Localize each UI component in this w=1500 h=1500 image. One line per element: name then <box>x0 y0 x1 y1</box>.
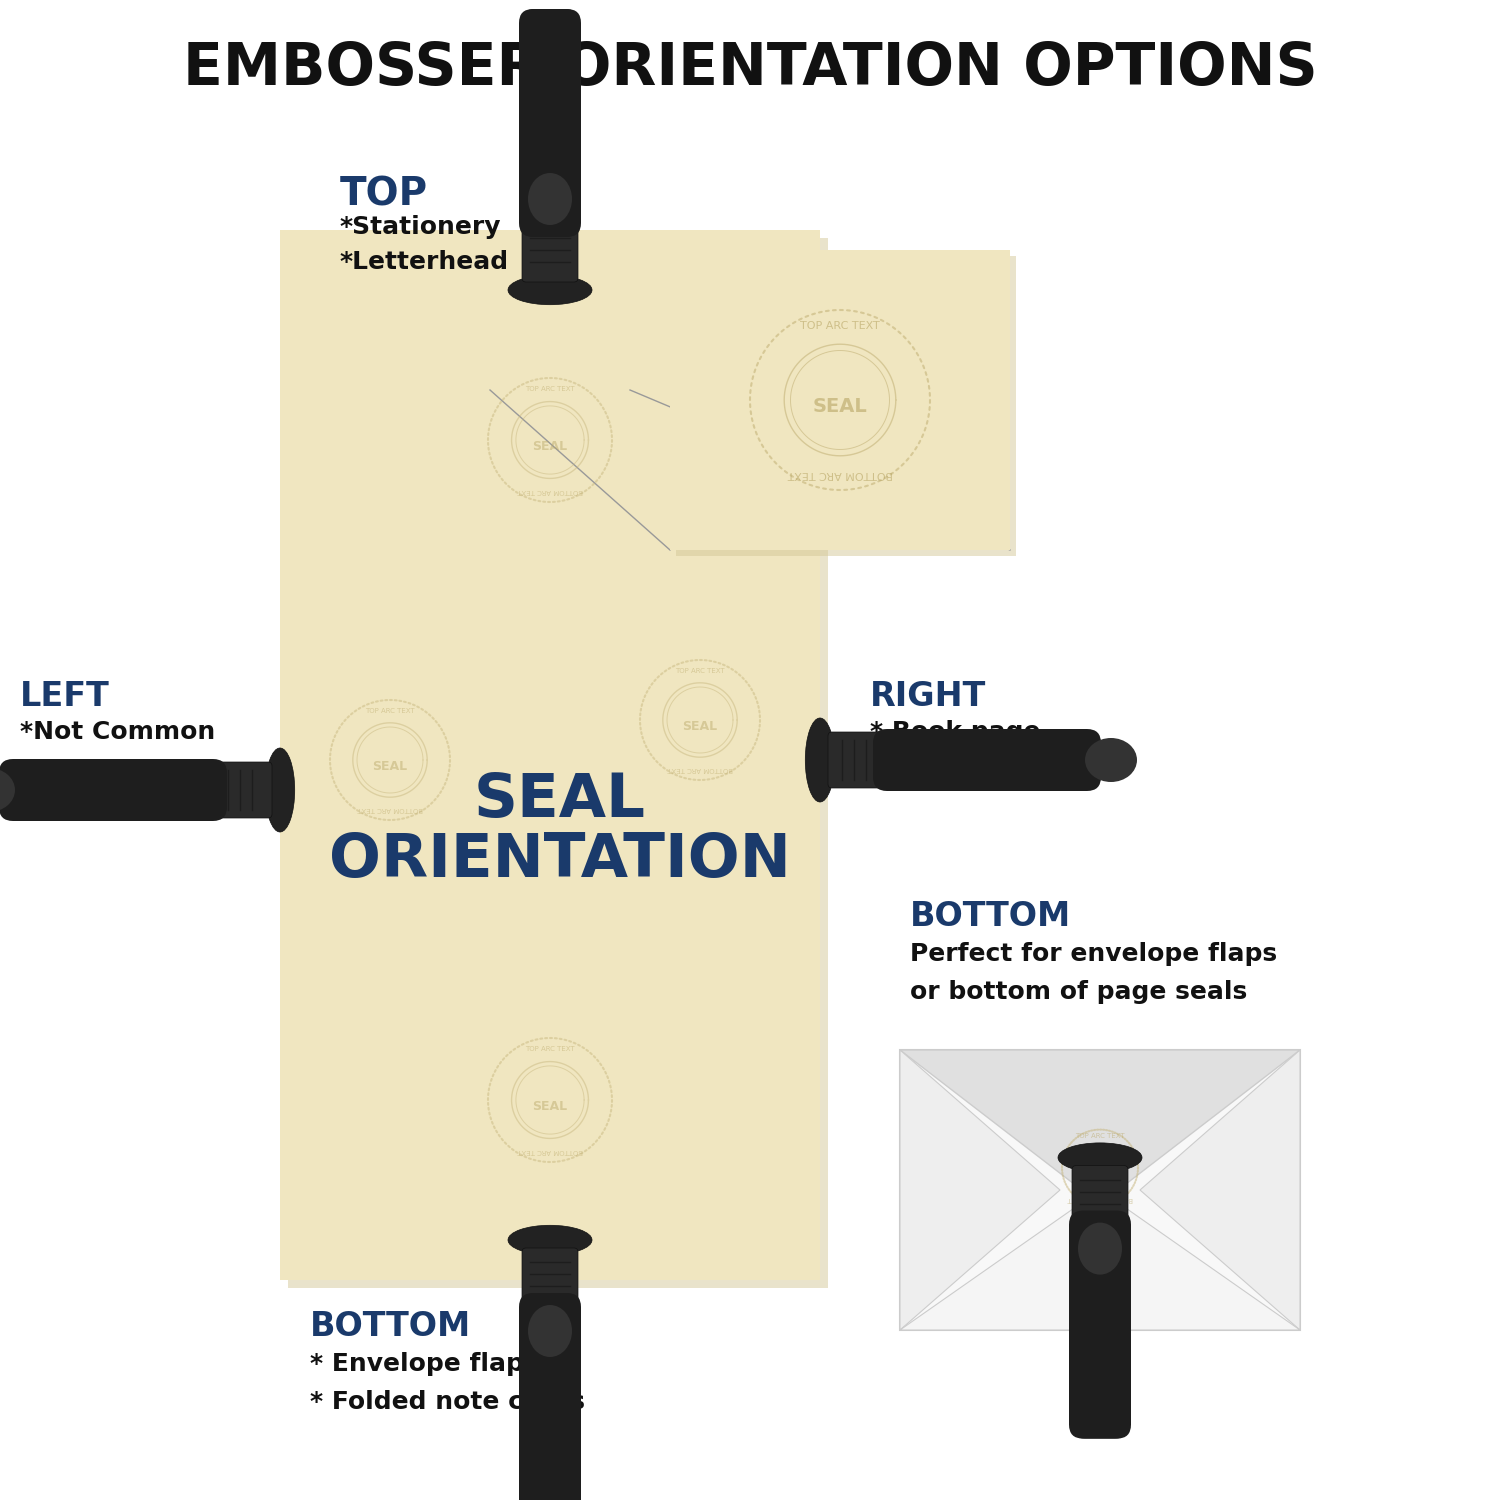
Text: RIGHT: RIGHT <box>870 680 987 712</box>
FancyBboxPatch shape <box>1083 1216 1118 1432</box>
Ellipse shape <box>1084 738 1137 782</box>
Text: TOP ARC TEXT: TOP ARC TEXT <box>525 1046 574 1052</box>
Text: SEAL: SEAL <box>532 440 567 453</box>
FancyBboxPatch shape <box>519 9 580 237</box>
Bar <box>676 256 1016 556</box>
Text: SEAL: SEAL <box>682 720 717 732</box>
Bar <box>280 230 821 1280</box>
FancyBboxPatch shape <box>873 729 1101 790</box>
FancyBboxPatch shape <box>873 730 1101 789</box>
Text: SEAL: SEAL <box>474 771 646 830</box>
Ellipse shape <box>1078 1222 1122 1275</box>
FancyBboxPatch shape <box>520 9 579 237</box>
FancyBboxPatch shape <box>4 772 220 807</box>
FancyBboxPatch shape <box>879 742 1095 777</box>
Text: or bottom of page seals: or bottom of page seals <box>910 980 1248 1004</box>
Text: *Letterhead: *Letterhead <box>340 251 508 274</box>
Text: ORIENTATION: ORIENTATION <box>328 831 790 890</box>
FancyBboxPatch shape <box>3 770 224 812</box>
FancyBboxPatch shape <box>522 224 578 282</box>
FancyBboxPatch shape <box>0 760 226 819</box>
Text: BOTTOM ARC TEXT: BOTTOM ARC TEXT <box>518 488 584 494</box>
Ellipse shape <box>509 1226 592 1254</box>
Polygon shape <box>900 1050 1060 1330</box>
FancyBboxPatch shape <box>214 762 272 818</box>
FancyBboxPatch shape <box>519 1293 580 1500</box>
Bar <box>670 251 1010 550</box>
Bar <box>900 1050 1300 1330</box>
FancyBboxPatch shape <box>0 759 226 820</box>
Polygon shape <box>900 1050 1300 1205</box>
FancyBboxPatch shape <box>878 740 1096 782</box>
Text: * Folded note cards: * Folded note cards <box>310 1390 585 1414</box>
Ellipse shape <box>509 276 592 304</box>
FancyBboxPatch shape <box>1071 1210 1130 1438</box>
Text: * Book page: * Book page <box>870 720 1041 744</box>
Text: *Not Common: *Not Common <box>20 720 216 744</box>
Text: Perfect for envelope flaps: Perfect for envelope flaps <box>910 942 1276 966</box>
Text: TOP ARC TEXT: TOP ARC TEXT <box>1076 1134 1125 1140</box>
Ellipse shape <box>806 718 834 803</box>
Text: * Envelope flaps: * Envelope flaps <box>310 1352 538 1376</box>
Polygon shape <box>900 1190 1300 1330</box>
FancyBboxPatch shape <box>520 1293 579 1500</box>
Text: BOTTOM ARC TEXT: BOTTOM ARC TEXT <box>518 1148 584 1154</box>
Text: *Stationery: *Stationery <box>340 214 501 238</box>
FancyBboxPatch shape <box>522 1248 578 1306</box>
Text: SEAL: SEAL <box>813 396 867 416</box>
Ellipse shape <box>266 748 294 833</box>
FancyBboxPatch shape <box>1070 1210 1131 1438</box>
Text: TOP: TOP <box>340 176 427 213</box>
Ellipse shape <box>1058 1143 1142 1173</box>
Text: BOTTOM ARC TEXT: BOTTOM ARC TEXT <box>788 470 892 478</box>
Ellipse shape <box>528 1305 572 1358</box>
Text: TOP ARC TEXT: TOP ARC TEXT <box>525 386 574 392</box>
FancyBboxPatch shape <box>532 1299 567 1500</box>
FancyBboxPatch shape <box>1078 1215 1120 1434</box>
Polygon shape <box>1140 1050 1300 1330</box>
FancyBboxPatch shape <box>1076 1212 1125 1437</box>
FancyBboxPatch shape <box>525 10 574 236</box>
Text: LEFT: LEFT <box>20 680 110 712</box>
FancyBboxPatch shape <box>828 732 886 788</box>
FancyBboxPatch shape <box>532 15 567 231</box>
Bar <box>288 238 828 1288</box>
Text: SEAL: SEAL <box>372 759 408 772</box>
FancyBboxPatch shape <box>2 765 225 814</box>
Ellipse shape <box>0 768 15 812</box>
Text: BOTTOM: BOTTOM <box>910 900 1071 933</box>
Text: BOTTOM ARC TEXT: BOTTOM ARC TEXT <box>668 766 734 772</box>
Text: TOP ARC TEXT: TOP ARC TEXT <box>800 321 880 332</box>
FancyBboxPatch shape <box>525 1294 574 1500</box>
FancyBboxPatch shape <box>530 1298 572 1500</box>
FancyBboxPatch shape <box>530 13 572 232</box>
Text: SEAL: SEAL <box>1083 1167 1118 1180</box>
FancyBboxPatch shape <box>1072 1166 1128 1224</box>
FancyBboxPatch shape <box>874 735 1100 784</box>
Text: EMBOSSER ORIENTATION OPTIONS: EMBOSSER ORIENTATION OPTIONS <box>183 39 1317 96</box>
Text: SEAL: SEAL <box>532 1100 567 1113</box>
Text: BOTTOM ARC TEXT: BOTTOM ARC TEXT <box>357 806 423 812</box>
Text: TOP ARC TEXT: TOP ARC TEXT <box>364 708 416 714</box>
Ellipse shape <box>528 172 572 225</box>
Text: BOTTOM ARC TEXT: BOTTOM ARC TEXT <box>1066 1196 1132 1202</box>
Text: TOP ARC TEXT: TOP ARC TEXT <box>675 668 724 674</box>
Text: BOTTOM: BOTTOM <box>310 1310 471 1342</box>
